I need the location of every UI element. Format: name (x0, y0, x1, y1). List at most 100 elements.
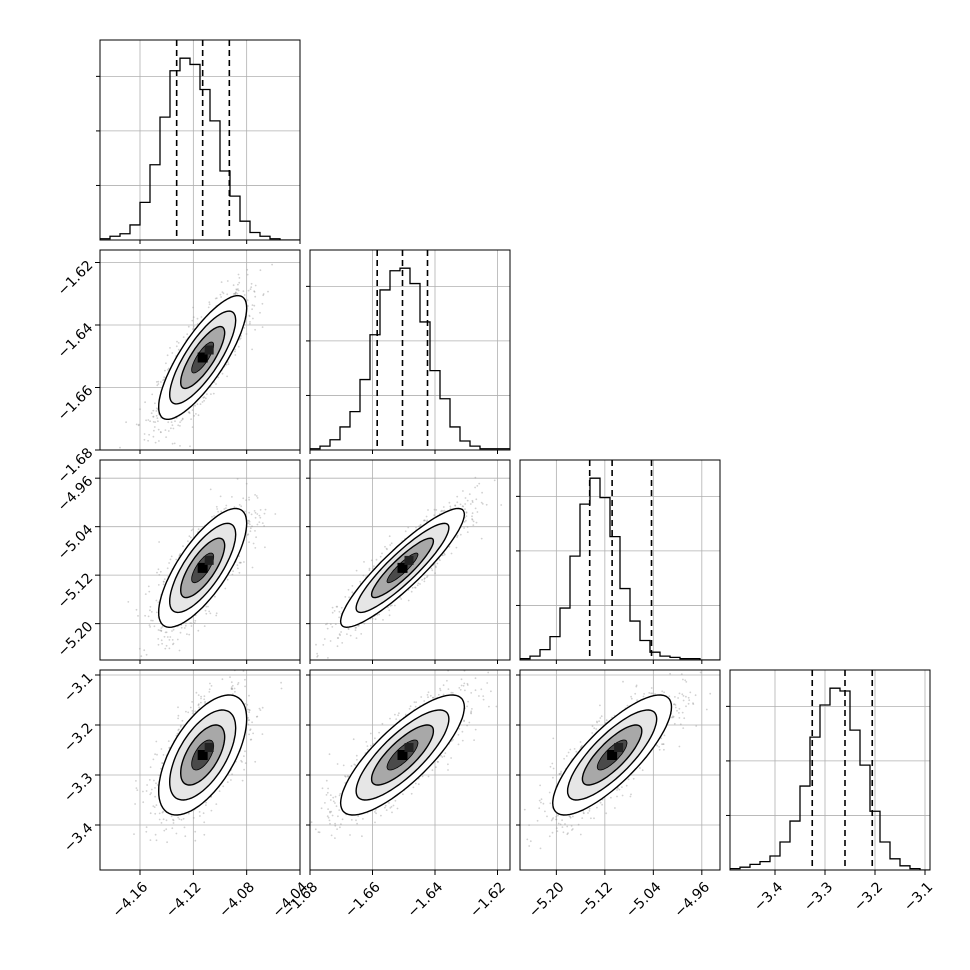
scatter-point (256, 513, 259, 515)
scatter-point (355, 626, 357, 629)
scatter-point (255, 495, 258, 497)
scatter-point (150, 611, 153, 613)
density-peak (204, 555, 214, 565)
scatter-point (168, 647, 171, 650)
scatter-point (222, 292, 225, 295)
scatter-point (245, 482, 248, 485)
scatter-point (149, 626, 152, 628)
scatter-point (167, 421, 170, 424)
scatter-point (464, 497, 467, 499)
scatter-point (421, 579, 423, 581)
scatter-point (146, 784, 149, 786)
scatter-point (332, 662, 334, 664)
scatter-point (247, 533, 250, 536)
scatter-point (480, 537, 483, 540)
scatter-point (194, 710, 197, 713)
scatter-point (236, 292, 239, 295)
scatter-point (449, 507, 452, 510)
scatter-point (381, 552, 383, 555)
scatter-point (384, 545, 386, 548)
scatter-point (323, 638, 326, 640)
scatter-point (234, 291, 237, 294)
scatter-point (129, 670, 131, 672)
scatter-point (336, 645, 339, 648)
scatter-point (250, 513, 253, 516)
scatter-point (162, 580, 165, 583)
scatter-point (169, 347, 171, 349)
scatter-point (199, 403, 202, 405)
scatter-point (189, 622, 192, 624)
scatter-point (191, 426, 194, 428)
density-peak (397, 562, 408, 573)
scatter-point (168, 639, 171, 641)
scatter-point (192, 325, 195, 328)
scatter-point (218, 790, 221, 792)
scatter-point (210, 809, 213, 812)
scatter-point (462, 490, 464, 492)
scatter-point (254, 511, 257, 514)
scatter-point (182, 817, 185, 820)
scatter-point (443, 553, 446, 556)
scatter-point (237, 288, 239, 290)
scatter-point (238, 504, 241, 506)
scatter-point (254, 284, 257, 287)
scatter-point (160, 627, 163, 629)
scatter-point (331, 626, 334, 628)
scatter-point (363, 622, 366, 625)
scatter-point (480, 501, 483, 504)
scatter-point (155, 410, 158, 412)
scatter-point (481, 491, 483, 494)
scatter-point (241, 779, 244, 782)
scatter-point (240, 505, 243, 508)
scatter-point (161, 642, 164, 645)
scatter-point (248, 709, 251, 711)
scatter-point (156, 417, 159, 420)
scatter-point (162, 379, 165, 382)
scatter-point (226, 578, 229, 581)
scatter-point (153, 625, 156, 628)
scatter-point (466, 531, 469, 533)
scatter-point (424, 519, 426, 522)
scatter-point (192, 316, 195, 319)
scatter-point (186, 633, 188, 635)
scatter-point (233, 292, 236, 295)
scatter-point (247, 522, 250, 524)
scatter-point (153, 806, 156, 808)
scatter-point (190, 622, 193, 625)
scatter-point (230, 686, 233, 688)
scatter-point (261, 302, 264, 305)
scatter-point (471, 501, 474, 503)
scatter-point (220, 296, 223, 298)
scatter-point (197, 528, 200, 531)
scatter-point (177, 816, 180, 819)
scatter-point (386, 548, 388, 551)
scatter-point (239, 561, 242, 564)
scatter-point (472, 524, 475, 526)
scatter-point (152, 805, 155, 807)
scatter-point (264, 508, 267, 511)
scatter-point (249, 288, 252, 290)
scatter-point (167, 367, 170, 370)
scatter-point (154, 441, 157, 444)
scatter-point (208, 301, 211, 304)
scatter-point (221, 291, 224, 293)
scatter-point (228, 653, 230, 655)
scatter-point (331, 611, 334, 614)
scatter-point (436, 562, 439, 565)
scatter-point (165, 644, 168, 647)
scatter-point (236, 289, 238, 291)
scatter-point (148, 590, 151, 593)
scatter-point (224, 587, 227, 590)
scatter-point (244, 762, 247, 764)
scatter-point (316, 652, 318, 655)
scatter-point (150, 788, 153, 791)
scatter-point (178, 649, 181, 652)
scatter-point (251, 308, 254, 311)
scatter-point (145, 790, 148, 792)
scatter-point (165, 819, 168, 822)
scatter-point (142, 801, 145, 804)
scatter-point (256, 523, 259, 526)
scatter-point (160, 630, 163, 632)
joint-frame-1-3 (99, 459, 301, 661)
scatter-point (355, 569, 358, 572)
